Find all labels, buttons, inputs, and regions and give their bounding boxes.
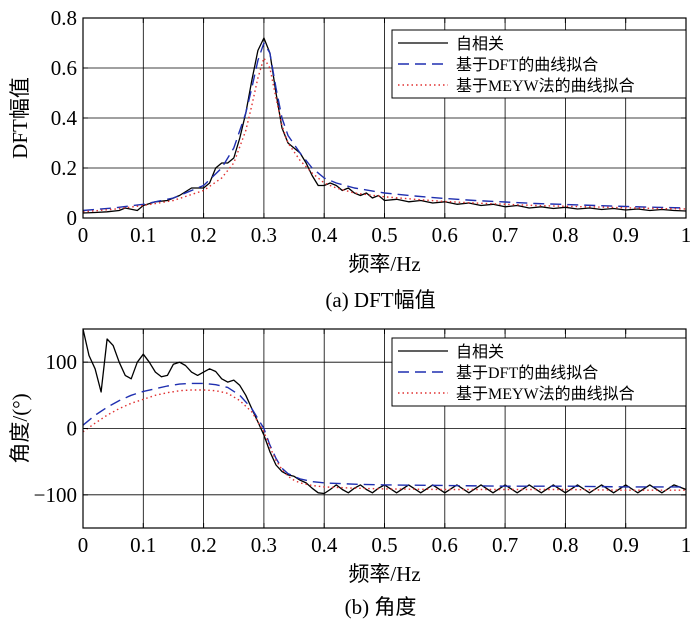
x-tick-label: 1: [681, 223, 692, 247]
x-tick-label: 0.2: [190, 223, 216, 247]
x-tick-label: 1: [681, 533, 692, 557]
x-tick-label: 0.7: [492, 533, 518, 557]
x-tick-label: 0.9: [613, 223, 639, 247]
legend-label-0: 自相关: [456, 343, 504, 361]
legend-label-0: 自相关: [456, 35, 504, 53]
x-axis-label: 频率/Hz: [348, 252, 420, 276]
panel-caption: (a) DFT幅值: [325, 288, 435, 312]
y-tick-label: 0.4: [51, 106, 78, 130]
x-tick-label: 0.1: [130, 223, 156, 247]
x-tick-label: 0.6: [432, 533, 458, 557]
panel-caption: (b) 角度: [345, 595, 417, 619]
x-tick-label: 0.3: [251, 223, 277, 247]
series-line-0: [83, 37, 686, 214]
x-tick-label: 0.2: [190, 533, 216, 557]
x-tick-label: 0.3: [251, 533, 277, 557]
legend-label-1: 基于DFT的曲线拟合: [456, 364, 598, 382]
series-line-2: [83, 389, 686, 491]
y-axis-label: 角度/(°): [8, 393, 32, 463]
y-tick-label: 0.2: [51, 156, 77, 180]
series-group: [83, 37, 686, 214]
x-tick-label: 0.9: [613, 533, 639, 557]
legend-label-1: 基于DFT的曲线拟合: [456, 56, 598, 74]
y-tick-label: 100: [46, 350, 78, 374]
x-tick-label: 0: [78, 223, 89, 247]
y-tick-label: 0.8: [51, 6, 77, 30]
x-tick-label: 0.4: [311, 533, 338, 557]
series-group: [83, 329, 686, 495]
x-tick-label: 0.8: [552, 533, 578, 557]
y-tick-label: −100: [34, 483, 77, 507]
x-tick-label: 0.6: [432, 223, 458, 247]
x-tick-label: 0.7: [492, 223, 518, 247]
series-line-1: [83, 42, 686, 212]
x-axis-label: 频率/Hz: [348, 562, 420, 586]
x-tick-label: 0: [78, 533, 89, 557]
legend-label-2: 基于MEYW法的曲线拟合: [456, 77, 635, 95]
legend-label-2: 基于MEYW法的曲线拟合: [456, 385, 635, 403]
y-tick-label: 0: [67, 417, 78, 441]
y-axis-label: DFT幅值: [8, 77, 32, 159]
x-tick-label: 0.8: [552, 223, 578, 247]
chart-panel-1: 0 0.1 0.2 0.3 0.4 0.5 0.6 0.7 0.8 0.9 1 −100 0 100 频率/…: [8, 328, 692, 619]
chart-panel-0: 0 0.1 0.2 0.3 0.4 0.5 0.6 0.7 0.8 0.9 1 0 0.2 0.4 0.6 0…: [8, 6, 691, 312]
series-line-1: [83, 382, 686, 488]
x-tick-label: 0.4: [311, 223, 338, 247]
x-tick-label: 0.5: [371, 223, 397, 247]
y-tick-label: 0.6: [51, 56, 77, 80]
x-tick-label: 0.1: [130, 533, 156, 557]
x-tick-label: 0.5: [371, 533, 397, 557]
series-line-2: [83, 57, 686, 213]
y-tick-label: 0: [67, 206, 78, 230]
